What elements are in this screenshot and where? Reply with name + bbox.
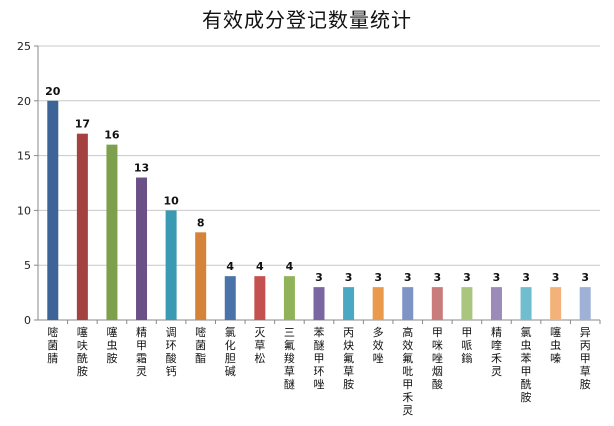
- category-label-13: 甲咪唑烟酸: [432, 326, 443, 391]
- category-label-2: 噻虫胺: [106, 325, 117, 365]
- category-label-1: 噻呋酰胺: [77, 325, 88, 378]
- bar-18: [579, 287, 591, 320]
- y-tick-label: 15: [17, 150, 31, 163]
- category-label-12: 高效氟吡甲禾灵: [402, 325, 413, 417]
- data-label-3: 13: [134, 162, 149, 175]
- category-label-15: 精喹禾灵: [491, 326, 502, 378]
- data-label-17: 3: [552, 271, 560, 284]
- labels: 0 5 10 15 20 25 20 嘧菌腈 17 噻呋酰胺 16 噻虫胺 13 精甲霜灵 10 调环酸钙 8 嘧…: [17, 40, 591, 417]
- data-label-15: 3: [493, 271, 501, 284]
- bar-16: [520, 287, 532, 320]
- category-label-9: 苯醚甲环唑: [314, 325, 325, 391]
- y-tick-label: 20: [17, 95, 31, 108]
- y-tick-label: 25: [17, 40, 31, 53]
- data-label-4: 10: [163, 194, 179, 207]
- category-label-14: 甲哌鎓: [461, 326, 472, 365]
- data-label-16: 3: [522, 271, 530, 284]
- data-label-10: 3: [345, 271, 353, 284]
- category-label-6: 氯化胆碱: [225, 325, 236, 378]
- bar-11: [372, 287, 384, 320]
- data-label-14: 3: [463, 271, 471, 284]
- bar-10: [343, 287, 355, 320]
- chart-title: 有效成分登记数量统计: [202, 8, 412, 32]
- category-label-10: 丙炔氟草胺: [343, 326, 354, 391]
- category-label-8: 三氟羧草醚: [284, 326, 295, 391]
- category-label-7: 灭草松: [254, 326, 265, 365]
- bar-7: [254, 276, 266, 320]
- data-label-0: 20: [45, 85, 61, 98]
- bar-17: [550, 287, 562, 320]
- bar-14: [461, 287, 473, 320]
- bar-15: [490, 287, 502, 320]
- data-label-11: 3: [374, 271, 382, 284]
- data-label-9: 3: [315, 271, 323, 284]
- data-label-8: 4: [286, 260, 294, 273]
- bar-5: [195, 232, 207, 320]
- data-label-2: 16: [104, 129, 120, 142]
- y-tick-label: 5: [24, 259, 31, 272]
- y-tick-label: 0: [24, 314, 31, 327]
- y-tick-label: 10: [17, 204, 31, 217]
- data-label-6: 4: [226, 260, 234, 273]
- bar-9: [313, 287, 325, 320]
- bar-6: [224, 276, 236, 320]
- category-label-18: 异丙甲草胺: [580, 326, 591, 391]
- bar-12: [402, 287, 414, 320]
- category-label-11: 多效唑: [373, 325, 384, 365]
- bar-0: [47, 100, 59, 320]
- bar-2: [106, 144, 118, 320]
- bar-1: [76, 133, 88, 320]
- data-label-7: 4: [256, 260, 264, 273]
- data-label-18: 3: [581, 271, 589, 284]
- data-label-12: 3: [404, 271, 412, 284]
- category-label-17: 噻虫嗪: [550, 325, 561, 365]
- bar-3: [136, 177, 148, 320]
- bar-4: [165, 210, 177, 320]
- bars: [47, 100, 591, 320]
- data-label-5: 8: [197, 216, 205, 229]
- data-label-1: 17: [75, 118, 90, 131]
- bar-8: [283, 276, 295, 320]
- data-label-13: 3: [433, 271, 441, 284]
- category-label-4: 调环酸钙: [166, 326, 177, 378]
- category-label-0: 嘧菌腈: [47, 325, 58, 365]
- category-label-3: 精甲霜灵: [136, 326, 147, 378]
- category-label-5: 嘧菌酯: [195, 325, 206, 365]
- bar-13: [431, 287, 443, 320]
- category-label-16: 氯虫苯甲酰胺: [521, 325, 532, 404]
